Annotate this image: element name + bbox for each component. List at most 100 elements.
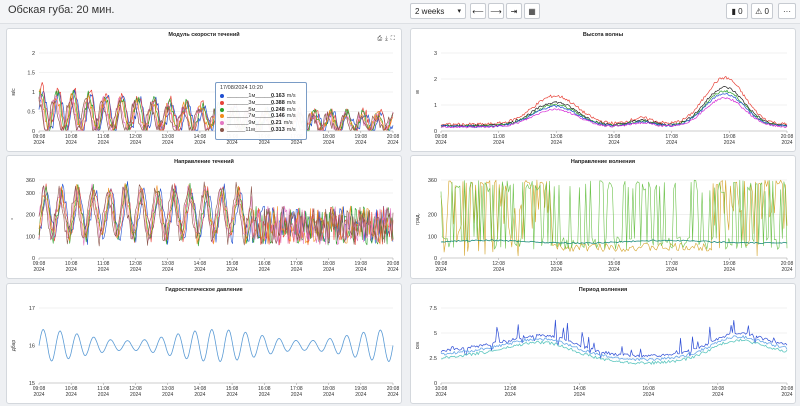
x-tick-year: 2024: [98, 267, 109, 273]
y-axis-label: °: [11, 218, 17, 220]
current-direction-series-3м: [38, 183, 394, 246]
series-name: _______5м______: [227, 106, 274, 113]
y-tick-label: 1: [32, 90, 35, 96]
warning-icon: ⚠: [755, 6, 763, 16]
y-tick-label: 3: [434, 51, 437, 57]
skip-end-button[interactable]: ⇥: [506, 3, 522, 19]
x-tick-year: 2024: [355, 267, 366, 273]
x-tick-year: 2024: [435, 392, 446, 398]
x-tick-year: 2024: [323, 392, 334, 398]
x-tick-label: 15:08: [608, 261, 621, 267]
y-tick-label: 5: [434, 331, 437, 337]
x-tick-label: 14:08: [194, 134, 207, 140]
download-icon[interactable]: ⤓: [385, 36, 388, 42]
tooltip-row: _______1м______ 0.163 m/s: [220, 93, 302, 100]
x-tick-label: 10:08: [65, 386, 78, 392]
x-tick-year: 2024: [724, 140, 735, 146]
y-tick-label: 0: [434, 129, 437, 135]
wave-direction-series-2: [440, 239, 788, 245]
chart-svg[interactable]: 02.557.5сек10:08202412:08202414:08202416…: [411, 284, 795, 403]
x-tick-label: 12:08: [504, 386, 517, 392]
x-tick-year: 2024: [781, 140, 792, 146]
x-tick-year: 2024: [387, 392, 398, 398]
series-value: 0.163: [271, 93, 285, 100]
wave-height-series-2: [441, 89, 788, 128]
alerts-count: 0: [764, 6, 769, 16]
next-button[interactable]: ⟶: [488, 3, 504, 19]
calendar-button[interactable]: ▦: [524, 3, 540, 19]
x-tick-label: 09:08: [33, 386, 46, 392]
x-tick-label: 14:08: [194, 261, 207, 267]
x-tick-year: 2024: [227, 140, 238, 146]
series-value: 0.313: [271, 126, 285, 133]
series-unit: m/s: [286, 126, 296, 133]
fullscreen-icon[interactable]: ⛶: [390, 36, 395, 42]
chart-svg[interactable]: 151617дбар09:08202410:08202411:08202412:…: [7, 284, 401, 403]
wave-height-series-1: [440, 86, 788, 128]
x-tick-label: 20:08: [781, 134, 794, 140]
chart-svg[interactable]: 0100200360град.09:08202412:08202413:0820…: [411, 156, 795, 278]
series-dot: [220, 94, 224, 99]
x-tick-label: 16:08: [258, 386, 271, 392]
chart-toolbar: ⎙ ⤓ ⛶: [377, 36, 395, 43]
y-tick-label: 100: [428, 234, 437, 240]
messages-button[interactable]: ▮ 0: [726, 3, 748, 19]
x-tick-year: 2024: [259, 140, 270, 146]
x-tick-label: 19:08: [723, 261, 736, 267]
chart-svg[interactable]: 00.511.52м/с09:08202410:08202411:0820241…: [7, 29, 401, 151]
chart-svg[interactable]: 0123м09:08202411:08202413:08202415:08202…: [411, 29, 795, 151]
x-tick-label: 18:08: [322, 261, 335, 267]
x-tick-year: 2024: [259, 392, 270, 398]
x-tick-year: 2024: [259, 267, 270, 273]
x-tick-label: 13:08: [550, 261, 563, 267]
alerts-button[interactable]: ⚠ 0: [751, 3, 773, 19]
x-tick-year: 2024: [643, 392, 654, 398]
x-tick-year: 2024: [130, 267, 141, 273]
x-tick-year: 2024: [33, 267, 44, 273]
x-tick-year: 2024: [505, 392, 516, 398]
tooltip-row: _______3м______ 0.388 m/s: [220, 100, 302, 107]
wave-period-series-1: [440, 335, 788, 362]
more-icon: ···: [783, 6, 791, 16]
x-tick-year: 2024: [781, 392, 792, 398]
x-tick-label: 20:08: [781, 261, 794, 267]
x-tick-label: 13:08: [161, 261, 174, 267]
x-tick-year: 2024: [608, 267, 619, 273]
series-unit: m/s: [286, 106, 296, 113]
x-tick-label: 11:08: [493, 134, 505, 140]
x-tick-year: 2024: [66, 392, 77, 398]
more-button[interactable]: ···: [778, 3, 796, 19]
x-tick-year: 2024: [227, 392, 238, 398]
tooltip-row: ______11м______ 0.313 m/s: [220, 126, 302, 133]
series-value: 0.146: [271, 113, 285, 120]
y-tick-label: 0: [434, 256, 437, 262]
x-tick-label: 09:08: [435, 261, 448, 267]
x-tick-year: 2024: [323, 140, 334, 146]
x-tick-year: 2024: [493, 267, 504, 273]
download-image-icon[interactable]: ⎙: [377, 36, 383, 42]
x-tick-label: 17:08: [665, 261, 678, 267]
y-tick-label: 100: [26, 234, 35, 240]
y-tick-label: 200: [26, 213, 35, 219]
x-tick-label: 09:08: [33, 134, 46, 140]
x-tick-year: 2024: [194, 392, 205, 398]
prev-button[interactable]: ⟵: [470, 3, 486, 19]
series-dot: [220, 121, 224, 126]
x-tick-year: 2024: [551, 140, 562, 146]
range-select[interactable]: 2 weeks ▾: [410, 3, 466, 19]
x-tick-year: 2024: [227, 267, 238, 273]
x-tick-year: 2024: [387, 140, 398, 146]
tooltip-row: _______7м______ 0.146 m/s: [220, 113, 302, 120]
x-tick-year: 2024: [608, 140, 619, 146]
series-value: 0.388: [271, 100, 285, 107]
y-axis-label: град.: [415, 213, 421, 225]
y-tick-label: 7.5: [429, 306, 437, 312]
chart-panel-current-speed: Модуль скорости течений ⎙ ⤓ ⛶ 0 0.5 1 1.5 2 м…: [6, 28, 402, 152]
x-tick-year: 2024: [291, 392, 302, 398]
message-icon: ▮: [731, 6, 736, 16]
x-tick-year: 2024: [194, 140, 205, 146]
y-tick-label: 0: [32, 256, 35, 262]
chart-svg[interactable]: 0100200300360°09:08202410:08202411:08202…: [7, 156, 401, 278]
x-tick-year: 2024: [355, 392, 366, 398]
series-dot: [220, 101, 224, 106]
